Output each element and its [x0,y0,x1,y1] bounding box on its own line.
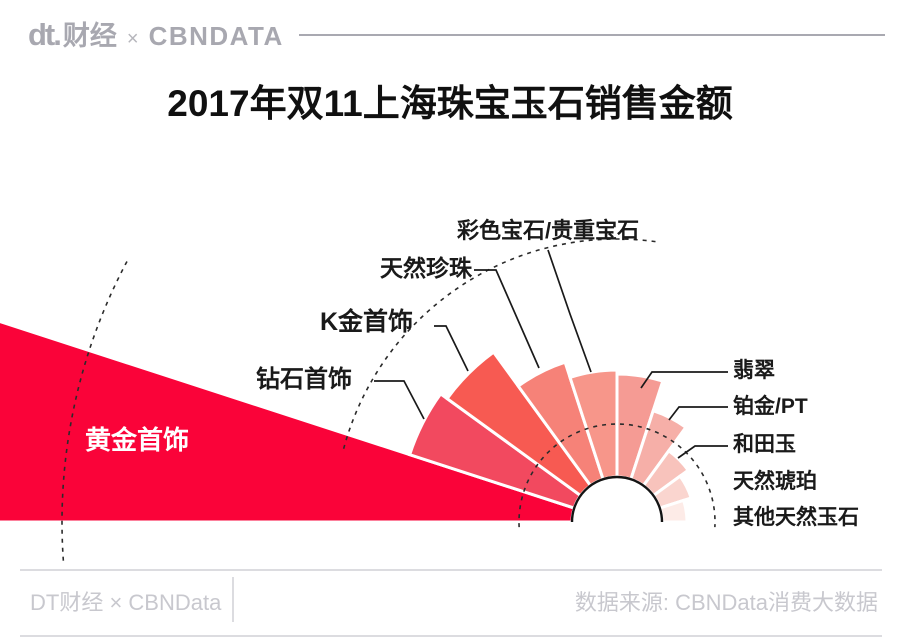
page-title: 2017年双11上海珠宝玉石销售金额 [167,83,733,124]
header-logo: dt. 财经 × CBNDATA [28,14,284,53]
multiply-icon: × [126,28,139,50]
leader-line-natural-pearl [474,269,540,369]
donut-hole-outline [570,475,664,523]
cbndata-logo-text: CBNDATA [148,21,284,51]
leader-line-platinum-pt [668,406,728,421]
brand-caijing-label: 财经 [62,21,117,51]
dt-logo-mark: dt. [28,17,62,52]
footer-rule-bottom [20,635,882,637]
leader-line-hetian-jade [677,445,728,459]
leader-line-jadeite [640,371,728,389]
footer-rule-top [20,569,882,571]
footer-credit-left: DT财经 × CBNData [30,590,222,615]
leader-line-colored-precious-gems [547,249,592,373]
footer-data-source: 数据来源: CBNData消费大数据 [574,590,878,615]
footer-divider [232,577,234,622]
dashed-guide-arc [518,423,716,528]
dashed-guide-arc [61,261,128,561]
leader-line-diamond-jewelry [374,380,425,420]
leader-line-k-gold-jewelry [434,325,469,372]
header-rule [299,34,885,36]
